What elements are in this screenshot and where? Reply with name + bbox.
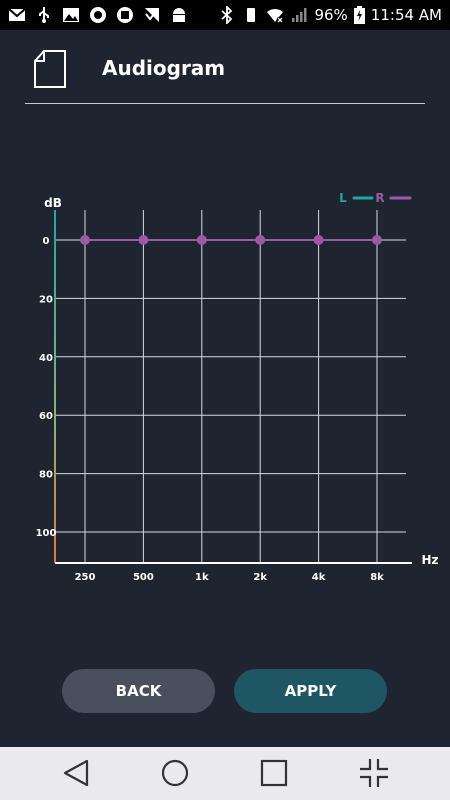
grid [55, 210, 406, 563]
data-point-R[interactable] [372, 235, 382, 245]
page-title: Audiogram [102, 56, 226, 80]
x-tick-label: 500 [133, 572, 154, 583]
y-tick-label: 100 [36, 528, 57, 539]
data-point-R[interactable] [138, 235, 149, 245]
legend-label-R: R [375, 191, 384, 205]
y-tick-label: 40 [39, 353, 53, 364]
axis-labels: dB Hz 0 20 40 60 80 100 250 500 1k 2k 4k 8k [36, 196, 439, 583]
y-tick-label: 20 [39, 294, 53, 305]
status-bar: 96% 11:54 AM [0, 0, 450, 30]
clock: 11:54 AM [370, 6, 442, 24]
y-tick-label: 80 [39, 470, 53, 481]
axes [54, 210, 412, 564]
data-point-R[interactable] [313, 235, 324, 245]
recents-square-icon[interactable] [254, 753, 294, 793]
vibrate-icon [247, 8, 256, 22]
app-icon [90, 7, 106, 23]
data-point-R[interactable] [196, 235, 207, 245]
app-icon-2 [117, 7, 133, 23]
y-axis [54, 210, 56, 563]
status-right: 96% 11:54 AM [218, 6, 442, 24]
image-icon [63, 8, 79, 22]
battery-percent: 96% [314, 6, 348, 24]
x-axis-title: Hz [421, 553, 438, 567]
x-tick-label: 250 [75, 572, 96, 583]
header-divider [25, 103, 425, 104]
battery-charging-icon [353, 6, 365, 24]
y-tick-label: 60 [39, 411, 53, 422]
x-tick-label: 2k [253, 572, 267, 583]
back-button[interactable]: BACK [62, 669, 215, 713]
data-point-R[interactable] [80, 235, 90, 245]
x-tick-label: 4k [312, 572, 326, 583]
y-axis-title: dB [44, 196, 62, 210]
usb-icon [39, 7, 49, 23]
status-left [8, 6, 188, 24]
navigation-bar [0, 747, 450, 800]
y-tick-label: 0 [43, 236, 50, 247]
home-circle-icon[interactable] [155, 753, 195, 793]
apply-button[interactable]: APPLY [234, 669, 387, 713]
header: Audiogram [0, 30, 450, 105]
wifi-icon [267, 8, 284, 24]
android-icon [173, 8, 185, 22]
gmail-icon [8, 8, 26, 21]
check-flag-icon [145, 8, 159, 22]
x-tick-label: 1k [195, 572, 209, 583]
legend-label-L: L [339, 191, 347, 205]
data-point-R[interactable] [255, 235, 266, 245]
document-icon [34, 50, 66, 88]
shrink-icon[interactable] [354, 753, 394, 793]
x-tick-label: 8k [370, 572, 384, 583]
bluetooth-icon [221, 6, 233, 24]
back-triangle-icon[interactable] [57, 753, 97, 793]
signal-icon [292, 8, 307, 22]
series [80, 235, 382, 245]
